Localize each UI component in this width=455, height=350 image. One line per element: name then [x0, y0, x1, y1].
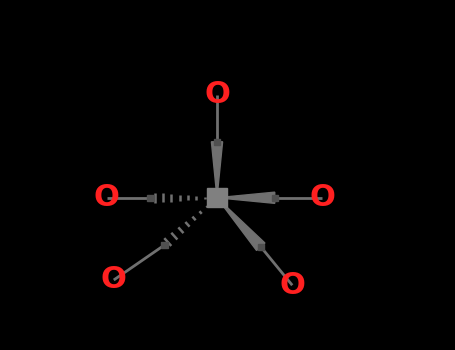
FancyBboxPatch shape: [258, 244, 264, 250]
Polygon shape: [217, 198, 265, 251]
Text: O: O: [204, 80, 230, 109]
Text: O: O: [94, 183, 120, 212]
FancyBboxPatch shape: [272, 195, 278, 201]
FancyBboxPatch shape: [162, 242, 167, 248]
Text: O: O: [101, 266, 126, 294]
Text: O: O: [279, 271, 305, 300]
Polygon shape: [212, 142, 222, 198]
FancyBboxPatch shape: [214, 139, 220, 145]
Text: O: O: [309, 183, 335, 212]
FancyBboxPatch shape: [207, 188, 227, 207]
Polygon shape: [217, 192, 275, 203]
FancyBboxPatch shape: [147, 195, 154, 201]
